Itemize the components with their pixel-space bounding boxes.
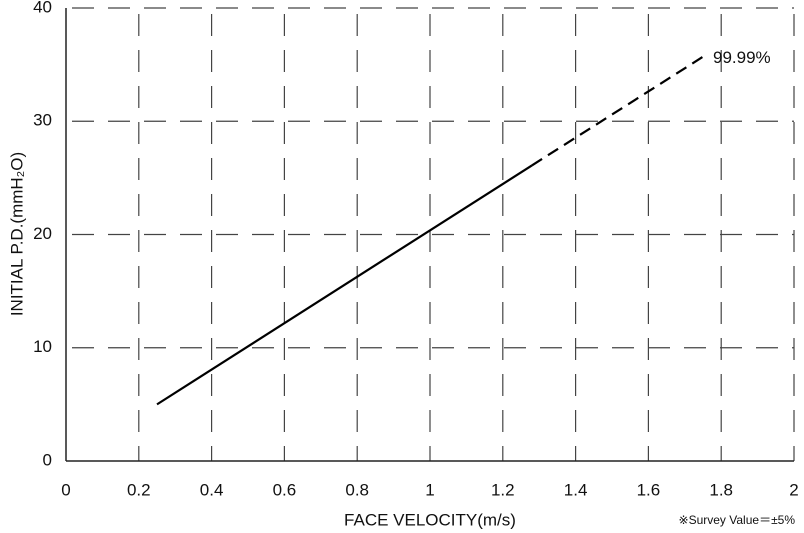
x-tick-label: 1.8	[709, 480, 733, 499]
note: ※Survey Value＝±5%	[679, 513, 796, 527]
x-tick-label: 1.4	[564, 480, 588, 499]
y-tick-label: 10	[33, 337, 52, 356]
x-tick-label: 0.4	[200, 480, 224, 499]
x-tick-label: 2	[789, 480, 798, 499]
y-tick-label: 40	[33, 0, 52, 16]
y-tick-label: 30	[33, 111, 52, 130]
x-tick-label: 0.8	[345, 480, 369, 499]
x-tick-label: 1.2	[491, 480, 515, 499]
y-tick-label: 20	[33, 224, 52, 243]
x-tick-label: 0.6	[273, 480, 297, 499]
x-tick-label: 0	[61, 480, 70, 499]
x-tick-label: 1.6	[637, 480, 661, 499]
data-line	[531, 55, 704, 167]
y-tick-label: 0	[43, 450, 52, 469]
x-axis-label: FACE VELOCITY(m/s)	[344, 510, 516, 529]
data-line	[156, 164, 533, 406]
x-tick-label: 0.2	[127, 480, 151, 499]
x-tick-label: 1	[425, 480, 434, 499]
annotation: 99.99%	[713, 48, 771, 67]
y-axis-label: INITIAL P.D.(mmH₂O)	[7, 152, 26, 316]
